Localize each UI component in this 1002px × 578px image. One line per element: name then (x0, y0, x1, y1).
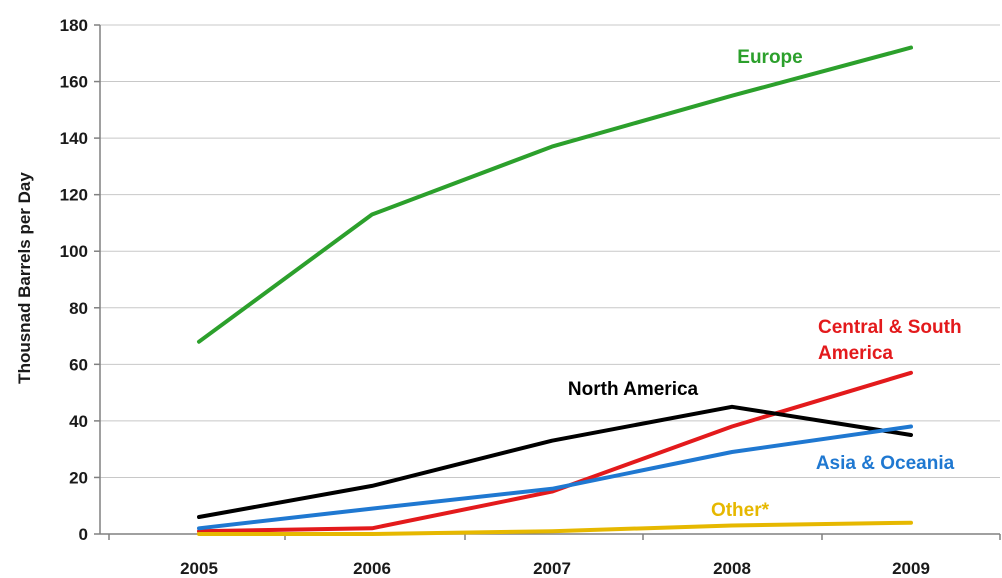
y-tick-label: 40 (69, 412, 88, 431)
y-tick-label: 20 (69, 468, 88, 487)
series-labels: Europe Central & South America North Americ… (568, 47, 962, 521)
x-tick-label: 2005 (180, 559, 218, 578)
gridlines (100, 24, 1000, 478)
series-label: Asia & Oceania (816, 453, 955, 474)
y-tick-labels: 0 20 40 60 80 100 120 140 160 180 (60, 16, 88, 544)
y-tick-label: 0 (79, 525, 88, 544)
series-label: Europe (737, 47, 802, 68)
series-line-central-south-america (197, 370, 913, 534)
x-tick-label: 2006 (353, 559, 391, 578)
y-tick-label: 120 (60, 186, 88, 205)
y-tick-label: 60 (69, 355, 88, 374)
series-lines (197, 45, 913, 536)
series-label: North America (568, 379, 699, 400)
series-label: America (818, 343, 893, 364)
series-line-north-america (197, 404, 913, 519)
y-tick-label: 140 (60, 129, 88, 148)
x-tick-label: 2008 (713, 559, 751, 578)
x-tick-labels: 2005 2006 2007 2008 2009 (180, 559, 930, 578)
y-axis-label: Thousnad Barrels per Day (15, 172, 34, 384)
series-line-other (197, 520, 913, 536)
y-tick-label: 100 (60, 242, 88, 261)
series-line-europe (197, 45, 913, 344)
series-line-asia-oceania (197, 424, 913, 531)
series-label: Central & South (818, 317, 962, 338)
y-tick-label: 180 (60, 16, 88, 35)
series-label: Other* (711, 500, 770, 521)
y-tick-label: 80 (69, 299, 88, 318)
x-tick-label: 2009 (892, 559, 930, 578)
y-tick-label: 160 (60, 73, 88, 92)
x-tick-label: 2007 (533, 559, 571, 578)
